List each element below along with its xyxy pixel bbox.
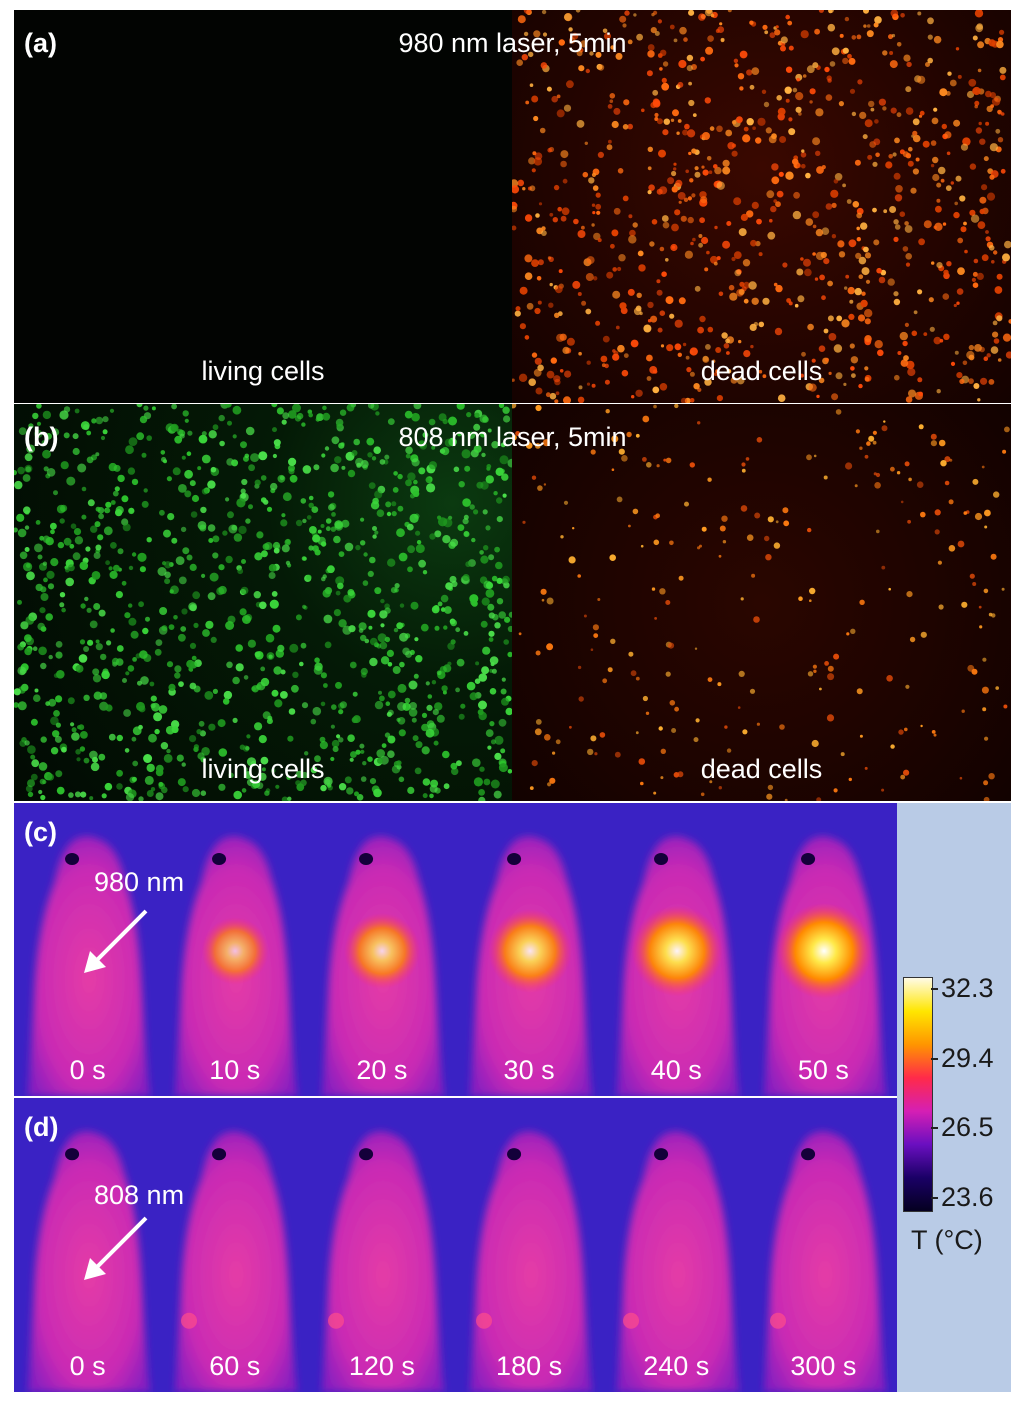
- panel-b: (b) 808 nm laser, 5min living cells dead…: [14, 404, 1011, 801]
- panel-b-living-image: [14, 404, 512, 801]
- panel-c-wavelength-label: 980 nm: [94, 867, 185, 897]
- thermal-frame: 180 s: [456, 1098, 603, 1392]
- colorbar-panel: 32.3 29.4 26.5 23.6 T (°C): [897, 803, 1011, 1392]
- thermal-frame: 60 s: [161, 1098, 308, 1392]
- panel-c: 0 s 10 s 20 s 30 s 40 s 50 s (c) 980 nm: [14, 803, 897, 1096]
- panel-c-label: (c): [24, 817, 58, 847]
- time-label: 20 s: [356, 1055, 408, 1085]
- panel-a-label: (a): [24, 28, 58, 58]
- panel-b-living-caption: living cells: [201, 754, 325, 784]
- living-cells-stain-b: [14, 404, 512, 801]
- panel-b-dead-caption: dead cells: [700, 754, 823, 784]
- time-label: 0 s: [69, 1351, 106, 1381]
- time-label: 40 s: [650, 1055, 702, 1085]
- thermal-frame: 240 s: [603, 1098, 750, 1392]
- panel-b-dead-image: [512, 404, 1011, 801]
- time-label: 60 s: [209, 1351, 261, 1381]
- panel-a: (a) 980 nm laser, 5min living cells dead…: [14, 10, 1011, 403]
- time-label: 240 s: [643, 1351, 710, 1381]
- time-label: 10 s: [209, 1055, 261, 1085]
- panel-a-dead-image: [512, 10, 1011, 403]
- colorbar-tick: [931, 1057, 938, 1060]
- panel-a-living-caption: living cells: [201, 356, 325, 386]
- colorbar-tick: [931, 1127, 938, 1130]
- panel-a-title: 980 nm laser, 5min: [398, 28, 627, 58]
- colorbar-tick: [931, 1197, 938, 1199]
- time-label: 0 s: [69, 1055, 106, 1085]
- colorbar-tick-label: 26.5: [941, 1112, 994, 1143]
- panel-b-title: 808 nm laser, 5min: [398, 422, 627, 452]
- panel-b-label: (b): [24, 422, 59, 452]
- time-label: 300 s: [790, 1351, 857, 1381]
- colorbar-tick-label: 23.6: [941, 1182, 994, 1212]
- laser-arrow-icon: [84, 909, 148, 973]
- thermal-frame: 20 s: [308, 803, 455, 1096]
- colorbar-tick: [931, 988, 938, 990]
- colorbar-tick-label: 29.4: [941, 1042, 994, 1073]
- time-label: 30 s: [503, 1055, 555, 1085]
- time-label: 50 s: [797, 1055, 849, 1085]
- panel-d: 0 s 60 s 120 s 180 s 240 s 300 s (d) 808 nm: [14, 1098, 897, 1392]
- thermal-frame: 120 s: [308, 1098, 455, 1392]
- panel-a-dead-caption: dead cells: [700, 356, 823, 386]
- dead-cells-stain-b: [512, 404, 1010, 801]
- thermal-frame: 300 s: [750, 1098, 897, 1392]
- time-label: 120 s: [348, 1351, 415, 1381]
- colorbar-tick-label: 32.3: [941, 973, 994, 1003]
- panel-d-label: (d): [24, 1112, 59, 1142]
- panel-a-living-image: [14, 10, 512, 403]
- laser-arrow-icon: [84, 1216, 148, 1280]
- dead-cells-stain-a: [512, 10, 1011, 403]
- panel-d-wavelength-label: 808 nm: [94, 1180, 185, 1210]
- colorbar-unit-label: T (°C): [911, 1225, 983, 1255]
- thermal-frame: 30 s: [456, 803, 603, 1096]
- thermal-frame: 10 s: [161, 803, 308, 1096]
- temperature-colorbar: [903, 977, 933, 1212]
- time-label: 180 s: [496, 1351, 563, 1381]
- thermal-frame: 50 s: [750, 803, 897, 1096]
- thermal-frame: 40 s: [603, 803, 750, 1096]
